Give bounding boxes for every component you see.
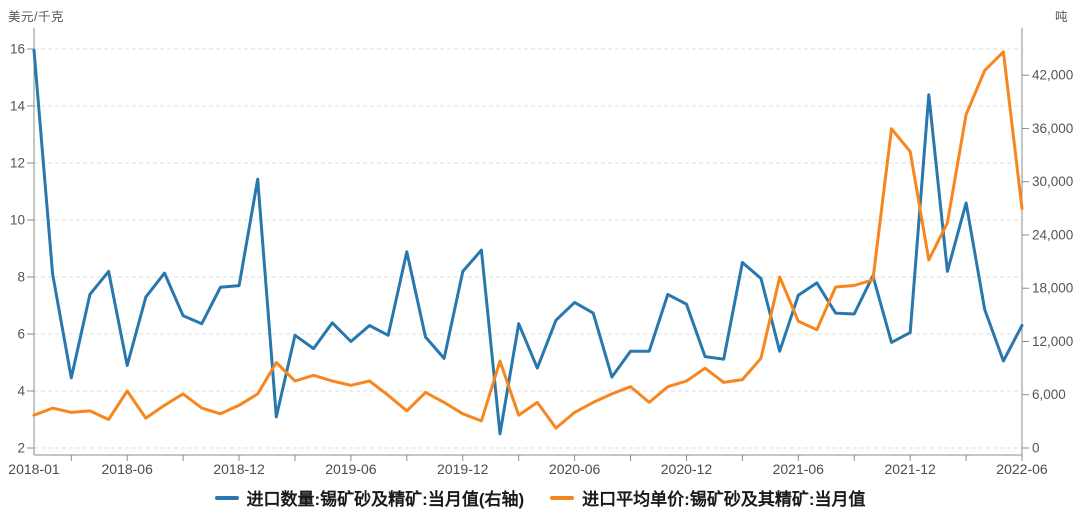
legend-line-swatch-price: [550, 495, 575, 500]
x-axis-tick-label: 2019-06: [325, 461, 377, 477]
right-axis-tick-label: 42,000: [1032, 68, 1073, 83]
legend-item-average-price: 进口平均单价:锡矿砂及其精矿:当月值: [550, 485, 865, 510]
left-axis-tick-label: 6: [17, 327, 25, 342]
x-axis-tick-label: 2020-12: [661, 461, 713, 477]
left-axis-tick-label: 10: [10, 213, 25, 228]
x-axis-tick-label: 2021-06: [773, 461, 825, 477]
left-axis-tick-label: 8: [17, 270, 25, 285]
x-axis-tick-label: 2018-01: [8, 461, 60, 477]
x-axis-tick-label: 2019-12: [437, 461, 489, 477]
legend-label-volume: 进口数量:锡矿砂及精矿:当月值(右轴): [246, 490, 525, 509]
left-axis-tick-label: 14: [10, 99, 26, 114]
right-axis-tick-label: 24,000: [1032, 227, 1073, 242]
legend-line-swatch-volume: [214, 495, 239, 500]
right-axis-tick-label: 36,000: [1032, 121, 1073, 136]
left-axis-tick-label: 4: [17, 384, 25, 399]
right-axis-tick-label: 0: [1032, 441, 1040, 456]
x-axis-tick-label: 2020-06: [549, 461, 601, 477]
x-axis-tick-label: 2018-06: [102, 461, 154, 477]
right-axis-tick-label: 6,000: [1032, 387, 1066, 402]
series-line-import-volume: [32, 48, 1024, 436]
left-axis-unit-label: 美元/千克: [8, 10, 64, 24]
right-axis-tick-label: 18,000: [1032, 281, 1073, 296]
right-axis-unit-label: 吨: [1054, 10, 1068, 24]
x-axis-tick-label: 2018-12: [213, 461, 265, 477]
left-axis-tick-label: 12: [10, 156, 25, 171]
left-axis-tick-label: 16: [10, 42, 25, 57]
legend: 进口数量:锡矿砂及精矿:当月值(右轴) 进口平均单价:锡矿砂及其精矿:当月值: [0, 485, 1080, 510]
series-line-average-price: [32, 50, 1024, 430]
left-axis-tick-label: 2: [17, 441, 25, 456]
legend-item-import-volume: 进口数量:锡矿砂及精矿:当月值(右轴): [214, 485, 525, 510]
x-axis-tick-label: 2021-12: [884, 461, 936, 477]
right-axis-tick-label: 30,000: [1032, 174, 1073, 189]
right-axis-tick-label: 12,000: [1032, 334, 1073, 349]
x-axis-tick-label: 2022-06: [996, 461, 1048, 477]
legend-label-price: 进口平均单价:锡矿砂及其精矿:当月值: [582, 490, 866, 509]
